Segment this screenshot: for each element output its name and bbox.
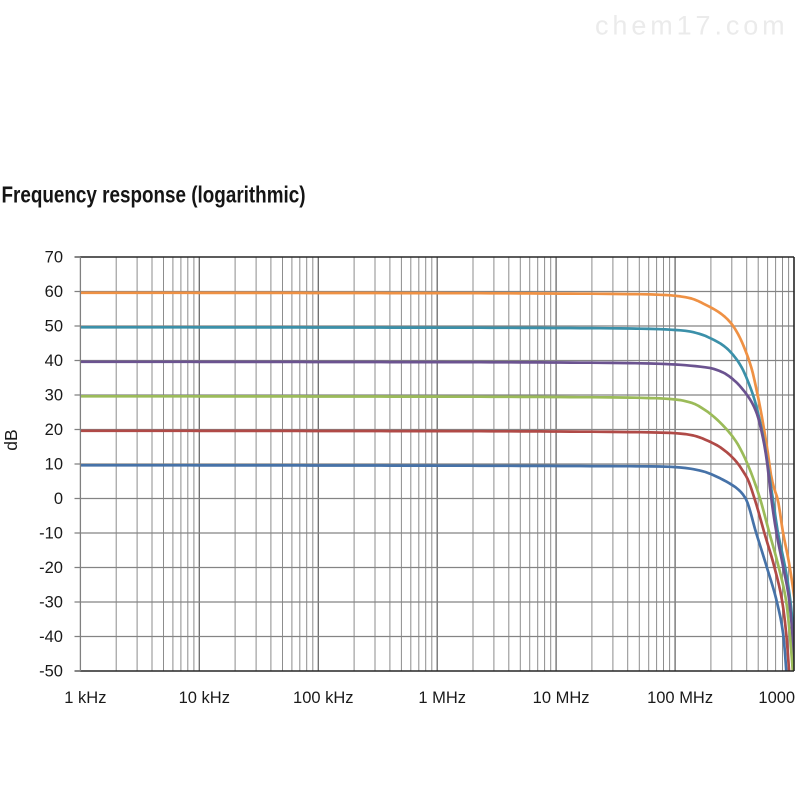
svg-text:30: 30: [45, 387, 63, 405]
svg-text:-50: -50: [39, 663, 63, 681]
svg-text:1 MHz: 1 MHz: [418, 689, 466, 707]
svg-text:dB: dB: [1, 429, 21, 450]
svg-text:1000 MHz: 1000 MHz: [758, 689, 800, 707]
svg-text:-10: -10: [39, 525, 63, 543]
svg-text:0: 0: [54, 490, 63, 508]
svg-text:1 kHz: 1 kHz: [64, 689, 106, 707]
svg-text:Frequency response (logarithmi: Frequency response (logarithmic): [2, 182, 306, 208]
svg-text:10: 10: [45, 456, 63, 474]
svg-text:-20: -20: [39, 559, 63, 577]
svg-text:10 MHz: 10 MHz: [533, 689, 590, 707]
svg-text:-40: -40: [39, 628, 63, 646]
svg-text:chem17.com: chem17.com: [595, 11, 789, 41]
svg-text:100 MHz: 100 MHz: [647, 689, 713, 707]
svg-text:10 kHz: 10 kHz: [179, 689, 230, 707]
svg-text:20: 20: [45, 421, 63, 439]
svg-text:60: 60: [45, 283, 63, 301]
svg-text:50: 50: [45, 318, 63, 336]
svg-text:40: 40: [45, 352, 63, 370]
svg-text:100 kHz: 100 kHz: [293, 689, 354, 707]
svg-text:-30: -30: [39, 594, 63, 612]
svg-text:70: 70: [45, 249, 63, 267]
